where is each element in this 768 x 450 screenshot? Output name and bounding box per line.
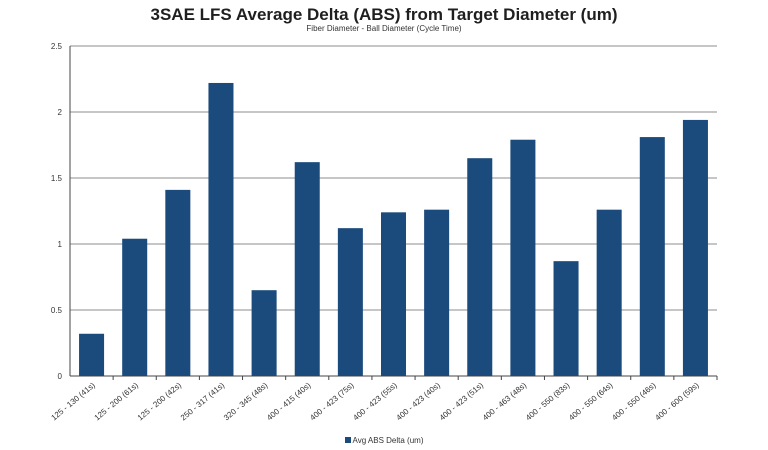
x-tick-label: 400 - 463 (48s) — [481, 380, 529, 422]
x-tick-label: 400 - 423 (75s) — [308, 380, 356, 422]
y-tick-label: 1 — [58, 240, 63, 249]
bar — [380, 212, 407, 376]
x-tick-label: 320 - 345 (48s) — [222, 380, 270, 422]
y-tick-label: 1.5 — [51, 174, 63, 183]
x-tick-label: 400 - 423 (40s) — [395, 380, 443, 422]
legend-label: Avg ABS Delta (um) — [352, 436, 424, 445]
bar — [122, 238, 148, 376]
x-tick-label: 250 - 317 (41s) — [179, 380, 227, 422]
x-tick-label: 400 - 550 (64s) — [567, 380, 615, 422]
x-tick-label: 400 - 550 (46s) — [610, 380, 658, 422]
x-tick-label: 125 - 200 (42s) — [136, 380, 184, 422]
chart-title: 3SAE LFS Average Delta (ABS) from Target… — [150, 5, 618, 24]
x-tick-label: 400 - 423 (51s) — [438, 380, 486, 422]
bar — [251, 290, 277, 376]
x-tick-label: 400 - 600 (59s) — [653, 380, 701, 422]
y-tick-label: 0 — [58, 372, 63, 381]
bar — [467, 158, 493, 376]
bar — [79, 333, 105, 376]
bar — [553, 261, 579, 376]
bar — [165, 189, 191, 376]
y-tick-label: 2 — [58, 108, 63, 117]
bar — [510, 139, 536, 376]
y-tick-label: 2.5 — [51, 42, 63, 51]
x-tick-label: 400 - 415 (40s) — [265, 380, 313, 422]
bar — [294, 162, 320, 376]
x-tick-label: 400 - 423 (55s) — [351, 380, 399, 422]
x-tick-label: 125 - 200 (61s) — [93, 380, 141, 422]
bar — [424, 209, 450, 376]
bar — [208, 82, 234, 377]
legend-swatch — [344, 436, 351, 443]
x-tick-label: 125 - 130 (41s) — [49, 380, 97, 422]
bar — [337, 228, 363, 376]
legend: Avg ABS Delta (um) — [0, 436, 768, 445]
x-tick-label: 400 - 550 (83s) — [524, 380, 572, 422]
bar — [596, 209, 622, 376]
y-tick-label: 0.5 — [51, 306, 63, 315]
bar — [682, 119, 708, 377]
bar — [639, 137, 665, 376]
chart-subtitle: Fiber Diameter - Ball Diameter (Cycle Ti… — [306, 24, 462, 33]
